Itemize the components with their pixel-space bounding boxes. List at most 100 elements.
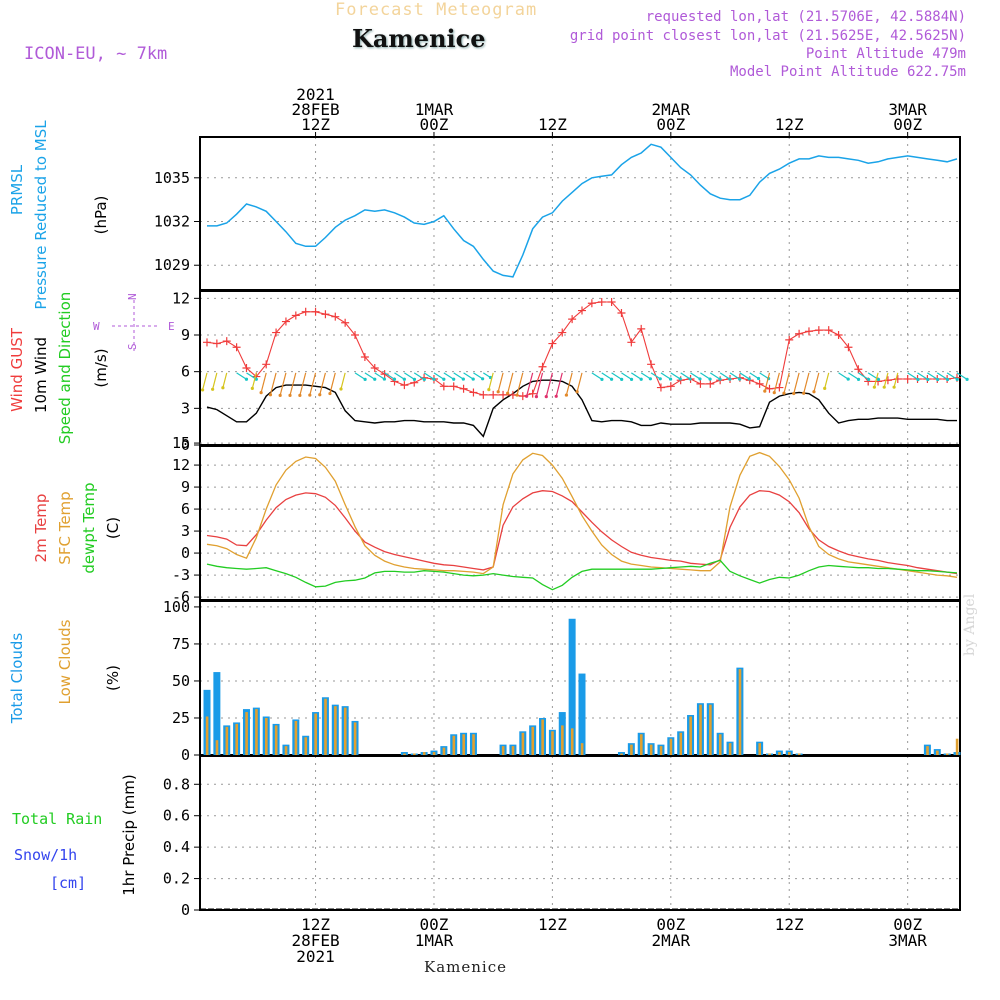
panel-frame [199,445,961,601]
low-cloud-bar [205,716,209,755]
low-cloud-bar [353,722,357,755]
gust-marker [548,339,557,348]
gust-marker [400,381,409,390]
wind-direction-arrow [463,372,474,380]
wind-direction-arrow [946,372,958,380]
wind-arrow-head [629,377,634,381]
low-cloud-bar [797,753,801,755]
wind-arrow-head [782,391,786,395]
wind-direction-arrow [488,372,494,390]
wind-direction-arrow [631,372,642,380]
low-cloud-bar [926,746,929,755]
wind-direction-arrow [555,372,563,397]
low-cloud-bar [225,726,229,755]
wind-direction-arrow [601,372,612,380]
low-cloud-bar [630,744,633,755]
wind-direction-arrow [404,372,415,380]
y-tick-label: 6 [181,500,190,518]
wind-arrow-head [201,388,205,392]
y-tick-label: 0 [181,436,190,454]
y-tick-label: 0.4 [163,838,190,856]
wind-direction-arrow [813,372,820,392]
low-cloud-bar [235,723,239,755]
low-cloud-bar [403,753,406,755]
wind-arrow-head [363,377,367,381]
panel-wind: 0 3 6 9 12 [172,289,961,454]
compass-north: N [126,293,139,300]
wind-direction-arrow [236,372,247,380]
gust-marker [370,364,379,372]
wind-direction-arrow [893,372,899,388]
wind-direction-arrow [340,372,346,390]
wind-arrow-head [792,391,796,396]
low-cloud-bar [561,725,564,755]
wind-arrow-head [481,377,485,381]
wind-arrow-head [392,377,397,381]
wind-direction-arrow [309,372,317,396]
gust-marker [291,311,300,320]
wind-arrow-head [609,377,614,381]
gust-marker [459,384,468,393]
total-cloud-bar [213,672,221,755]
wind-arrow-head [268,393,273,397]
wind-arrow-head [718,377,722,381]
wind-arrow-head [442,377,446,381]
low-cloud-bar [620,753,623,755]
wind-direction-arrow [576,372,583,392]
low-cloud-bar [699,704,702,755]
wind-direction-arrow [319,372,327,395]
gust-marker [765,384,774,393]
wind-direction-arrow [773,372,780,393]
label-dewpt-temp: dewpt Temp [80,482,98,573]
low-cloud-bar [659,746,663,755]
wind-arrow-head [708,377,712,381]
gust-marker [212,339,221,348]
gust-marker [824,326,833,335]
wind-arrow-head [402,377,406,381]
wind-direction-arrow [883,372,889,388]
y-tick-label: 100 [163,598,190,616]
wind-arrow-head [339,387,343,391]
wind-arrow-head [564,393,569,397]
top-time-label: 12Z [301,115,330,134]
low-cloud-bar [669,738,673,755]
panel-frame [199,136,961,291]
low-cloud-bar [649,744,653,755]
wind-direction-arrow [917,372,929,381]
wind-direction-arrow [873,372,879,388]
wind-direction-arrow [433,372,445,380]
wind-direction-arrow [783,372,790,394]
low-cloud-bar [413,753,416,755]
wind-direction-arrow [329,372,336,394]
wind-direction-arrow [354,372,366,380]
wind-direction-arrow [700,372,711,380]
wind-arrow-head [678,377,682,381]
low-cloud-bar [640,734,643,755]
wind-arrow-head [872,385,876,389]
y-tick-label: 12 [172,289,190,307]
wind-direction-arrow [545,372,553,397]
wind-arrow-head [965,377,969,381]
wind-arrow-head [867,377,871,382]
panel-temp: -6 -3 0 3 6 9 12 15 [172,434,961,606]
gust-marker [242,364,251,372]
wind-direction-arrow [364,372,376,380]
bottom-time-label: 2MAR [652,931,691,950]
gust-marker [449,382,458,391]
wind-direction-arrow [212,372,218,390]
wind-arrow-head [534,395,539,399]
label-10m-wind: 10m Wind [32,337,50,413]
wind-arrow-head [515,393,519,397]
wind-arrow-head [259,391,263,395]
wind-arrow-head [250,386,254,390]
wind-arrow-head [620,377,624,381]
y-tick-label: 0.6 [163,807,190,825]
wind-direction-arrow [927,372,939,381]
low-cloud-bar [304,737,308,755]
wind-direction-arrow [279,372,287,396]
wind-direction-arrow [848,372,859,380]
gust-marker [311,307,320,316]
label-snow: Snow/1h [14,846,77,864]
low-cloud-bar [274,725,278,755]
wind-arrow-head [461,377,465,381]
